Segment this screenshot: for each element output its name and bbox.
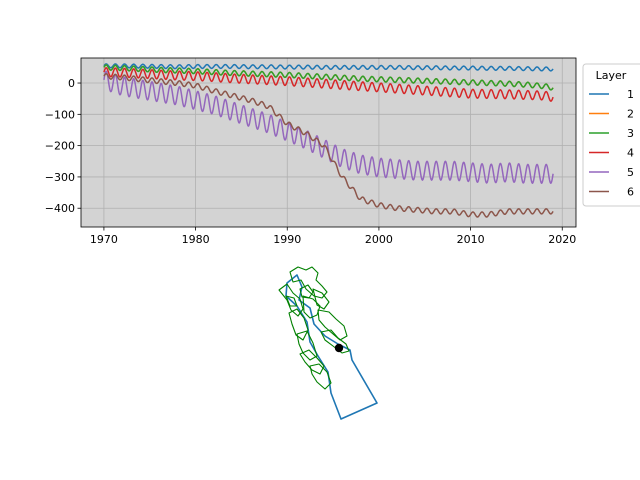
- series-line-6: [103, 73, 554, 218]
- subbasin-outline: [317, 309, 348, 341]
- legend-title: Layer: [596, 69, 627, 82]
- x-tick-label: 2020: [548, 233, 576, 246]
- y-tick-label: −400: [45, 202, 75, 215]
- x-tick-label: 2010: [457, 233, 485, 246]
- observation-point: [334, 343, 344, 353]
- model-boundary: [285, 274, 378, 420]
- x-tick-label: 1990: [273, 233, 301, 246]
- x-tick-label: 1980: [182, 233, 210, 246]
- series-line-4: [103, 67, 554, 102]
- subbasin-outline: [299, 284, 314, 299]
- subbasin-outline: [289, 266, 328, 299]
- subbasin-outline: [320, 329, 350, 354]
- subbasin-outline: [312, 288, 330, 310]
- legend-label-4: 4: [627, 147, 634, 160]
- y-tick-label: 0: [68, 77, 75, 90]
- legend-label-2: 2: [627, 108, 634, 121]
- y-tick-label: −300: [45, 171, 75, 184]
- legend-label-5: 5: [627, 166, 634, 179]
- axes-frame: [80, 57, 577, 228]
- subbasin-outline: [302, 295, 321, 319]
- y-tick-label: −100: [45, 108, 75, 121]
- subbasin-outline: [278, 283, 304, 317]
- subbasin-outline: [299, 349, 325, 375]
- legend-label-1: 1: [627, 88, 634, 101]
- x-tick-label: 1970: [90, 233, 118, 246]
- basin-map: [278, 266, 378, 420]
- subbasin-outline: [288, 308, 309, 341]
- series-line-1: [103, 63, 554, 72]
- subbasin-outline: [296, 330, 318, 361]
- legend-box: [582, 63, 640, 207]
- series-lines: [103, 63, 554, 218]
- series-line-3: [103, 64, 554, 91]
- legend-label-3: 3: [627, 127, 634, 140]
- subbasin-outline: [309, 363, 332, 390]
- subbasin-outline: [285, 295, 298, 307]
- x-tick-label: 2000: [365, 233, 393, 246]
- hydrograph-chart: 1970 1980 1990 2000 2010 2020 0 −100 −200 −300 −40…: [45, 57, 577, 246]
- legend-label-6: 6: [627, 186, 634, 199]
- y-tick-label: −200: [45, 140, 75, 153]
